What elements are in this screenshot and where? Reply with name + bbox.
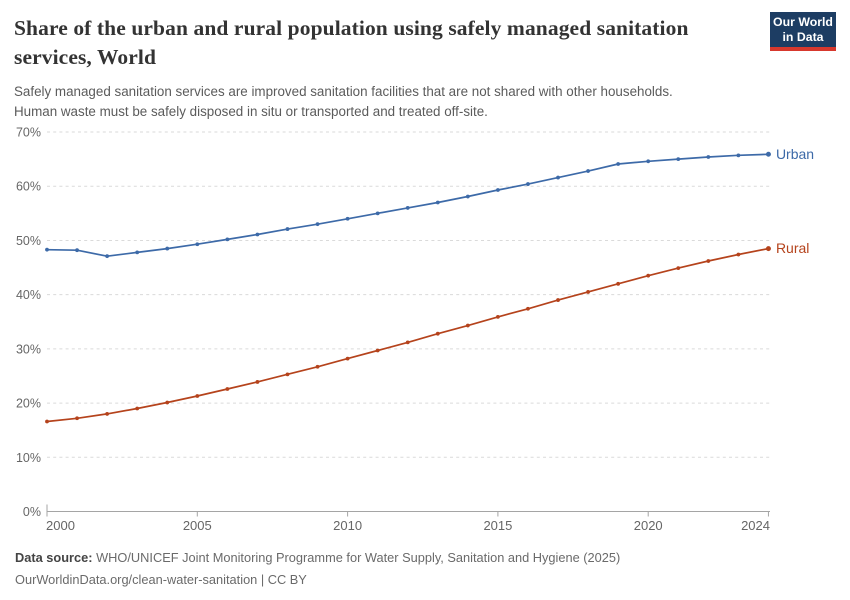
rural-series-point[interactable]	[45, 419, 49, 424]
y-axis-tick-label: 10%	[16, 451, 41, 465]
urban-series-point[interactable]	[255, 232, 260, 237]
subtitle-line-1: Safely managed sanitation services are i…	[14, 84, 673, 99]
y-axis-tick-label: 70%	[16, 126, 41, 140]
urban-series-point[interactable]	[646, 159, 651, 164]
urban-series-point[interactable]	[556, 175, 560, 180]
urban-series-point[interactable]	[765, 151, 771, 157]
rural-series-point[interactable]	[765, 246, 771, 252]
rural-series-point[interactable]	[165, 400, 170, 405]
owid-logo: Our World in Data	[770, 12, 836, 51]
urban-series-point[interactable]	[225, 237, 230, 242]
urban-series-point[interactable]	[736, 153, 741, 158]
data-source-label: Data source:	[15, 550, 93, 565]
urban-series-point[interactable]	[616, 162, 621, 166]
urban-series-point[interactable]	[165, 246, 170, 251]
urban-series-point[interactable]	[676, 157, 681, 162]
title-line-2: services, World	[14, 44, 157, 69]
title-line-1: Share of the urban and rural population …	[14, 16, 689, 40]
urban-series-point[interactable]	[526, 182, 530, 186]
urban-series-point[interactable]	[45, 247, 49, 252]
urban-series-point[interactable]	[496, 188, 500, 192]
data-source-line: Data source: WHO/UNICEF Joint Monitoring…	[15, 547, 835, 569]
owid-logo-line-1: Our World	[773, 15, 833, 29]
urban-series-point[interactable]	[706, 155, 711, 159]
rural-series-line[interactable]	[46, 247, 770, 423]
urban-series-point[interactable]	[75, 248, 79, 253]
chart-footer: Data source: WHO/UNICEF Joint Monitoring…	[15, 547, 835, 590]
urban-series-point[interactable]	[285, 227, 290, 231]
rural-series-point[interactable]	[736, 252, 741, 257]
rural-series-point[interactable]	[496, 314, 500, 319]
subtitle-line-2: Human waste must be safely disposed in s…	[14, 103, 488, 119]
rural-series-point[interactable]	[526, 306, 530, 311]
line-chart[interactable]: 0% 10% 20% 30% 40% 50% 60% 70% 2000 2005 2010 2015 2…	[0, 118, 850, 544]
x-axis-tick-label: 2015	[483, 518, 512, 533]
y-axis-tick-label: 0%	[23, 505, 41, 519]
source-link-line[interactable]: OurWorldinData.org/clean-water-sanitatio…	[15, 571, 307, 587]
rural-series-point[interactable]	[195, 394, 200, 398]
rural-series-label[interactable]: Rural	[776, 240, 809, 256]
rural-series-point[interactable]	[435, 331, 440, 336]
rural-series-point[interactable]	[75, 416, 79, 421]
x-axis-tick-label: 2024	[741, 518, 770, 533]
owid-logo-line-2: in Data	[782, 29, 824, 44]
urban-series-point[interactable]	[345, 216, 350, 221]
y-axis-tick-label: 50%	[16, 234, 41, 248]
chart-header: Share of the urban and rural population …	[14, 14, 754, 121]
rural-series-point[interactable]	[315, 364, 320, 369]
urban-series-label[interactable]: Urban	[776, 146, 814, 162]
line-chart-canvas[interactable]: 0% 10% 20% 30% 40% 50% 60% 70% 2000 2005 2010 2015 2…	[0, 118, 850, 544]
y-axis-tick-label: 20%	[16, 397, 41, 411]
rural-series-point[interactable]	[465, 323, 470, 328]
urban-series-point[interactable]	[465, 194, 470, 199]
page-title: Share of the urban and rural population …	[14, 14, 754, 71]
rural-series-point[interactable]	[225, 387, 230, 391]
urban-series-point[interactable]	[195, 242, 200, 247]
rural-series-point[interactable]	[616, 281, 621, 286]
rural-series-point[interactable]	[706, 259, 711, 263]
urban-series-point[interactable]	[135, 250, 140, 255]
rural-series-point[interactable]	[586, 290, 590, 294]
rural-series-point[interactable]	[646, 273, 651, 278]
rural-series-point[interactable]	[285, 372, 290, 377]
x-axis-tick-label: 2010	[333, 518, 362, 533]
urban-series-point[interactable]	[315, 222, 320, 227]
rural-series-point[interactable]	[255, 380, 260, 384]
urban-series-point[interactable]	[405, 206, 410, 210]
rural-series-point[interactable]	[105, 412, 110, 416]
urban-series-point[interactable]	[105, 254, 110, 259]
y-axis-tick-label: 40%	[16, 288, 41, 302]
rural-series-point[interactable]	[375, 348, 380, 353]
x-axis-tick-label: 2005	[183, 518, 212, 533]
x-axis-tick-label: 2020	[634, 518, 663, 533]
rural-series-point[interactable]	[135, 406, 140, 411]
rural-series-point[interactable]	[676, 266, 681, 270]
y-axis-tick-label: 30%	[16, 342, 41, 356]
y-axis-tick-label: 60%	[16, 180, 41, 194]
chart-subtitle: Safely managed sanitation services are i…	[14, 82, 754, 121]
rural-series-point[interactable]	[556, 298, 560, 302]
urban-series-point[interactable]	[375, 211, 380, 216]
rural-series-point[interactable]	[405, 340, 410, 345]
x-axis-tick-label: 2000	[46, 518, 75, 533]
urban-series-point[interactable]	[435, 200, 440, 205]
data-source-text: WHO/UNICEF Joint Monitoring Programme fo…	[96, 550, 621, 565]
urban-series-point[interactable]	[586, 169, 590, 173]
rural-series-point[interactable]	[345, 356, 350, 361]
